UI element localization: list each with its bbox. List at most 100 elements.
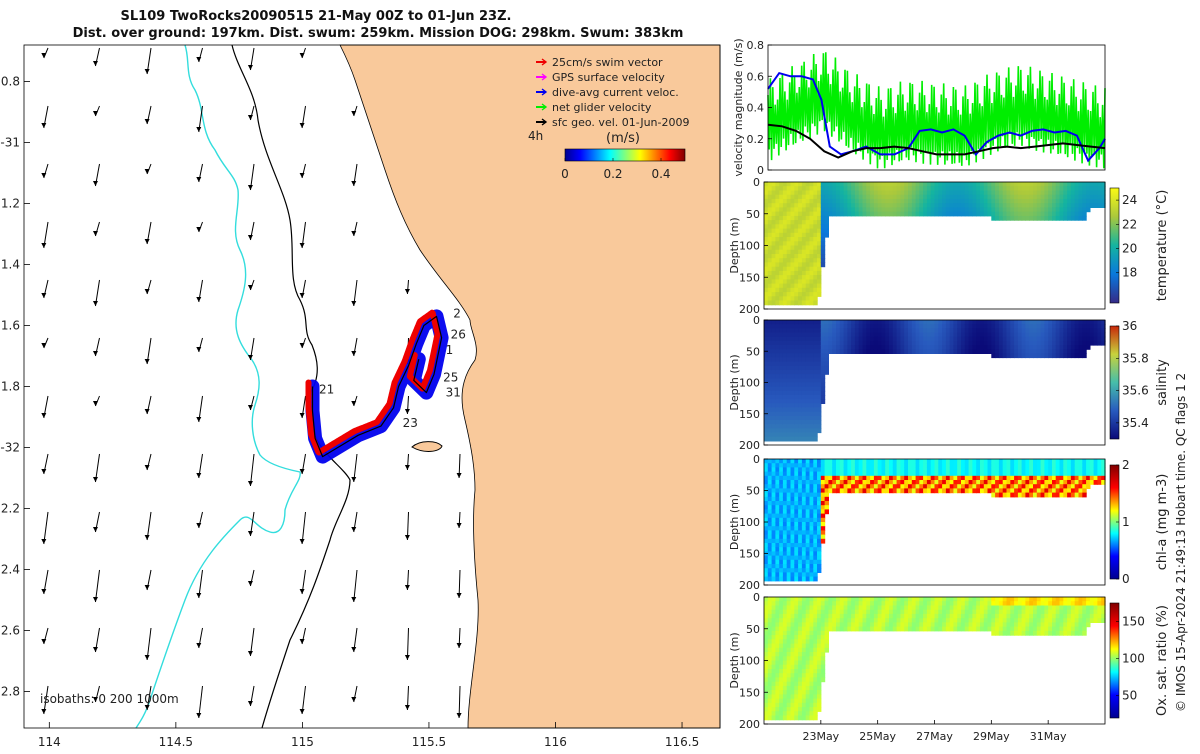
section-cell	[790, 635, 795, 640]
section-cell	[824, 332, 829, 338]
section-cell	[851, 601, 856, 606]
section-cell	[794, 652, 799, 657]
section-cell	[930, 336, 936, 342]
section-cell	[775, 365, 780, 371]
section-cell	[934, 613, 939, 619]
section-cell	[786, 626, 792, 632]
section-cell	[809, 530, 814, 536]
section-cell	[1002, 207, 1008, 213]
section-cell	[1029, 471, 1034, 477]
section-cell	[908, 320, 913, 325]
section-cell	[805, 266, 811, 272]
section-cell	[771, 471, 776, 477]
section-cell	[801, 480, 807, 485]
section-cell	[1010, 630, 1015, 636]
section-cell	[870, 484, 875, 489]
section-cell	[942, 194, 947, 200]
section-cell	[794, 669, 799, 674]
section-cell	[991, 349, 996, 354]
section-cell	[957, 480, 962, 485]
section-cell	[957, 467, 962, 473]
section-cell	[923, 609, 928, 615]
section-cell	[1082, 597, 1087, 602]
section-cell	[775, 547, 780, 552]
sfc-vel-arrowhead	[456, 593, 462, 598]
section-cell	[881, 626, 886, 632]
section-cell	[817, 292, 822, 297]
section-cell	[934, 488, 939, 494]
section-cell	[1089, 324, 1095, 329]
section-cell	[839, 459, 845, 464]
section-cell	[794, 690, 799, 695]
section-cell	[995, 609, 1000, 615]
section-cell	[779, 685, 784, 691]
section-cell	[794, 345, 799, 350]
section-cell	[820, 207, 826, 213]
section-cell	[854, 345, 860, 350]
section-cell	[991, 480, 996, 485]
section-cell	[801, 365, 807, 371]
section-cell	[911, 484, 917, 489]
section-cell	[843, 332, 848, 338]
section-cell	[964, 320, 970, 325]
section-cell	[839, 182, 845, 187]
section-cell	[1044, 332, 1049, 338]
section-cell	[771, 378, 776, 384]
section-cell	[1044, 463, 1049, 468]
section-cell	[1014, 463, 1019, 468]
section-cell	[809, 424, 814, 429]
section-cell	[862, 203, 867, 208]
section-cell	[790, 407, 795, 413]
section-cell	[1029, 597, 1034, 602]
sfc-vel-arrowhead	[41, 709, 47, 714]
section-cell	[942, 475, 947, 481]
section-cell	[949, 471, 955, 477]
section-cell	[817, 370, 822, 375]
section-cell	[908, 609, 913, 615]
section-cell	[1052, 211, 1057, 217]
section-cell	[786, 186, 792, 191]
section-cell	[805, 424, 811, 429]
section-cell	[764, 471, 769, 477]
section-cell	[923, 605, 928, 611]
section-cell	[873, 480, 879, 485]
section-cell	[775, 287, 780, 293]
section-cell	[824, 630, 829, 636]
section-cell	[923, 186, 928, 191]
section-cell	[991, 203, 996, 208]
section-cell	[798, 390, 803, 396]
section-cell	[881, 328, 886, 334]
section-cell	[896, 471, 901, 477]
section-cell	[877, 207, 883, 213]
section-cell	[782, 707, 788, 712]
section-cell	[1036, 480, 1042, 485]
section-cell	[908, 198, 913, 204]
section-cell	[820, 365, 826, 371]
section-cell	[968, 475, 973, 481]
section-cell	[1010, 471, 1015, 477]
section-cell	[873, 613, 879, 619]
section-cell	[779, 459, 784, 464]
section-cell	[790, 198, 795, 204]
section-cell	[779, 386, 784, 392]
section-cell	[764, 480, 769, 485]
section-cell	[798, 652, 803, 657]
section-cell	[790, 254, 795, 259]
section-cell	[782, 471, 788, 477]
section-cell	[767, 673, 773, 678]
section-cell	[923, 207, 928, 213]
section-cell	[1048, 340, 1053, 346]
sfc-vel-arrowhead	[247, 405, 253, 410]
section-cell	[1029, 492, 1034, 498]
section-cell	[873, 332, 879, 338]
section-cell	[919, 320, 924, 325]
section-cell	[1063, 630, 1068, 636]
section-cell	[771, 349, 776, 354]
section-cell	[820, 664, 826, 670]
section-cell	[1082, 480, 1087, 485]
section-cell	[809, 656, 814, 662]
section-cell	[911, 488, 917, 494]
section-cell	[813, 669, 818, 674]
section-cell	[998, 597, 1004, 602]
section-cell	[919, 475, 924, 481]
